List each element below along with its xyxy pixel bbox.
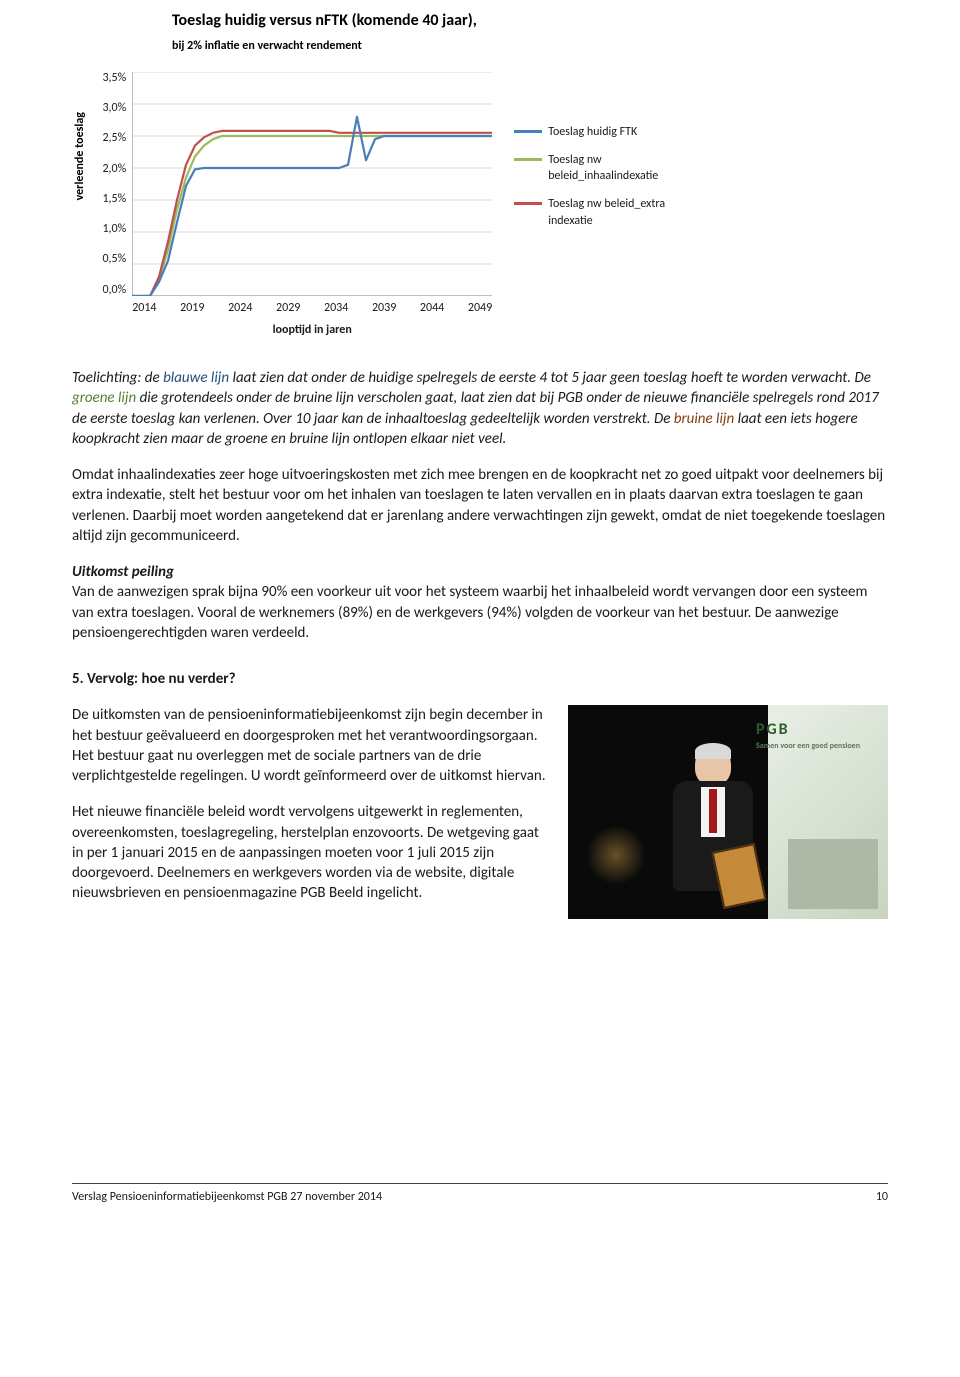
y-axis-ticks: 3,5% 3,0% 2,5% 2,0% 1,5% 1,0% 0,5% 0,0%: [92, 72, 132, 296]
ytick: 0,5%: [92, 253, 126, 265]
legend-label: Toeslag nw beleid_extra indexatie: [548, 196, 698, 228]
photo-logo: PGB Samen voor een goed pensioen: [756, 719, 860, 751]
ytick: 3,0%: [92, 102, 126, 114]
xtick: 2014: [132, 300, 156, 316]
legend-item-red: Toeslag nw beleid_extra indexatie: [514, 196, 698, 228]
chart-subtitle: bij 2% inflatie en verwacht rendement: [172, 38, 888, 54]
caption-blue-term: blauwe lijn: [163, 369, 229, 387]
caption-brown-term: bruine lijn: [674, 410, 734, 428]
chart-caption: Toelichting: de blauwe lijn laat zien da…: [72, 368, 888, 449]
page-footer: Verslag Pensioeninformatiebijeenkomst PG…: [72, 1189, 888, 1205]
ytick: 0,0%: [92, 284, 126, 296]
legend-label: Toeslag nw beleid_inhaalindexatie: [548, 152, 698, 184]
legend-item-green: Toeslag nw beleid_inhaalindexatie: [514, 152, 698, 184]
paragraph-peiling: Uitkomst peiling Van de aanwezigen sprak…: [72, 562, 888, 643]
footer-page-number: 10: [876, 1189, 888, 1205]
ytick: 3,5%: [92, 72, 126, 84]
paragraph-inhaalindexaties: Omdat inhaalindexaties zeer hoge uitvoer…: [72, 465, 888, 546]
legend-swatch-icon: [514, 202, 542, 205]
y-axis-label: verleende toeslag: [72, 72, 88, 260]
ytick: 2,0%: [92, 163, 126, 175]
chart-plot: [132, 72, 492, 296]
legend-swatch-icon: [514, 130, 542, 133]
ytick: 2,5%: [92, 132, 126, 144]
section-5-heading: 5. Vervolg: hoe nu verder?: [72, 669, 888, 689]
peiling-text: Van de aanwezigen sprak bijna 90% een vo…: [72, 583, 867, 642]
photo-spotlight-icon: [586, 825, 646, 885]
ytick: 1,5%: [92, 193, 126, 205]
xtick: 2029: [276, 300, 300, 316]
xtick: 2039: [372, 300, 396, 316]
xtick: 2024: [228, 300, 252, 316]
x-axis-label: looptijd in jaren: [132, 322, 492, 338]
caption-text: laat zien dat onder de huidige spelregel…: [229, 369, 871, 387]
xtick: 2019: [180, 300, 204, 316]
chart-legend: Toeslag huidig FTK Toeslag nw beleid_inh…: [514, 72, 698, 241]
footer-text: Verslag Pensioeninformatiebijeenkomst PG…: [72, 1189, 382, 1205]
xtick: 2034: [324, 300, 348, 316]
chart-container: Toeslag huidig versus nFTK (komende 40 j…: [72, 10, 888, 338]
speaker-photo: PGB Samen voor een goed pensioen: [568, 705, 888, 919]
legend-swatch-icon: [514, 158, 542, 161]
peiling-heading: Uitkomst peiling: [72, 563, 174, 581]
legend-label: Toeslag huidig FTK: [548, 124, 637, 140]
chart-title: Toeslag huidig versus nFTK (komende 40 j…: [172, 10, 888, 32]
photo-speaker-figure: [673, 745, 753, 905]
ytick: 1,0%: [92, 223, 126, 235]
xtick: 2049: [468, 300, 492, 316]
caption-lead: Toelichting:: [72, 369, 141, 387]
x-axis-ticks: 2014 2019 2024 2029 2034 2039 2044 2049: [132, 296, 492, 316]
legend-item-blue: Toeslag huidig FTK: [514, 124, 698, 140]
caption-text: de: [141, 369, 163, 387]
caption-green-term: groene lijn: [72, 389, 136, 407]
xtick: 2044: [420, 300, 444, 316]
